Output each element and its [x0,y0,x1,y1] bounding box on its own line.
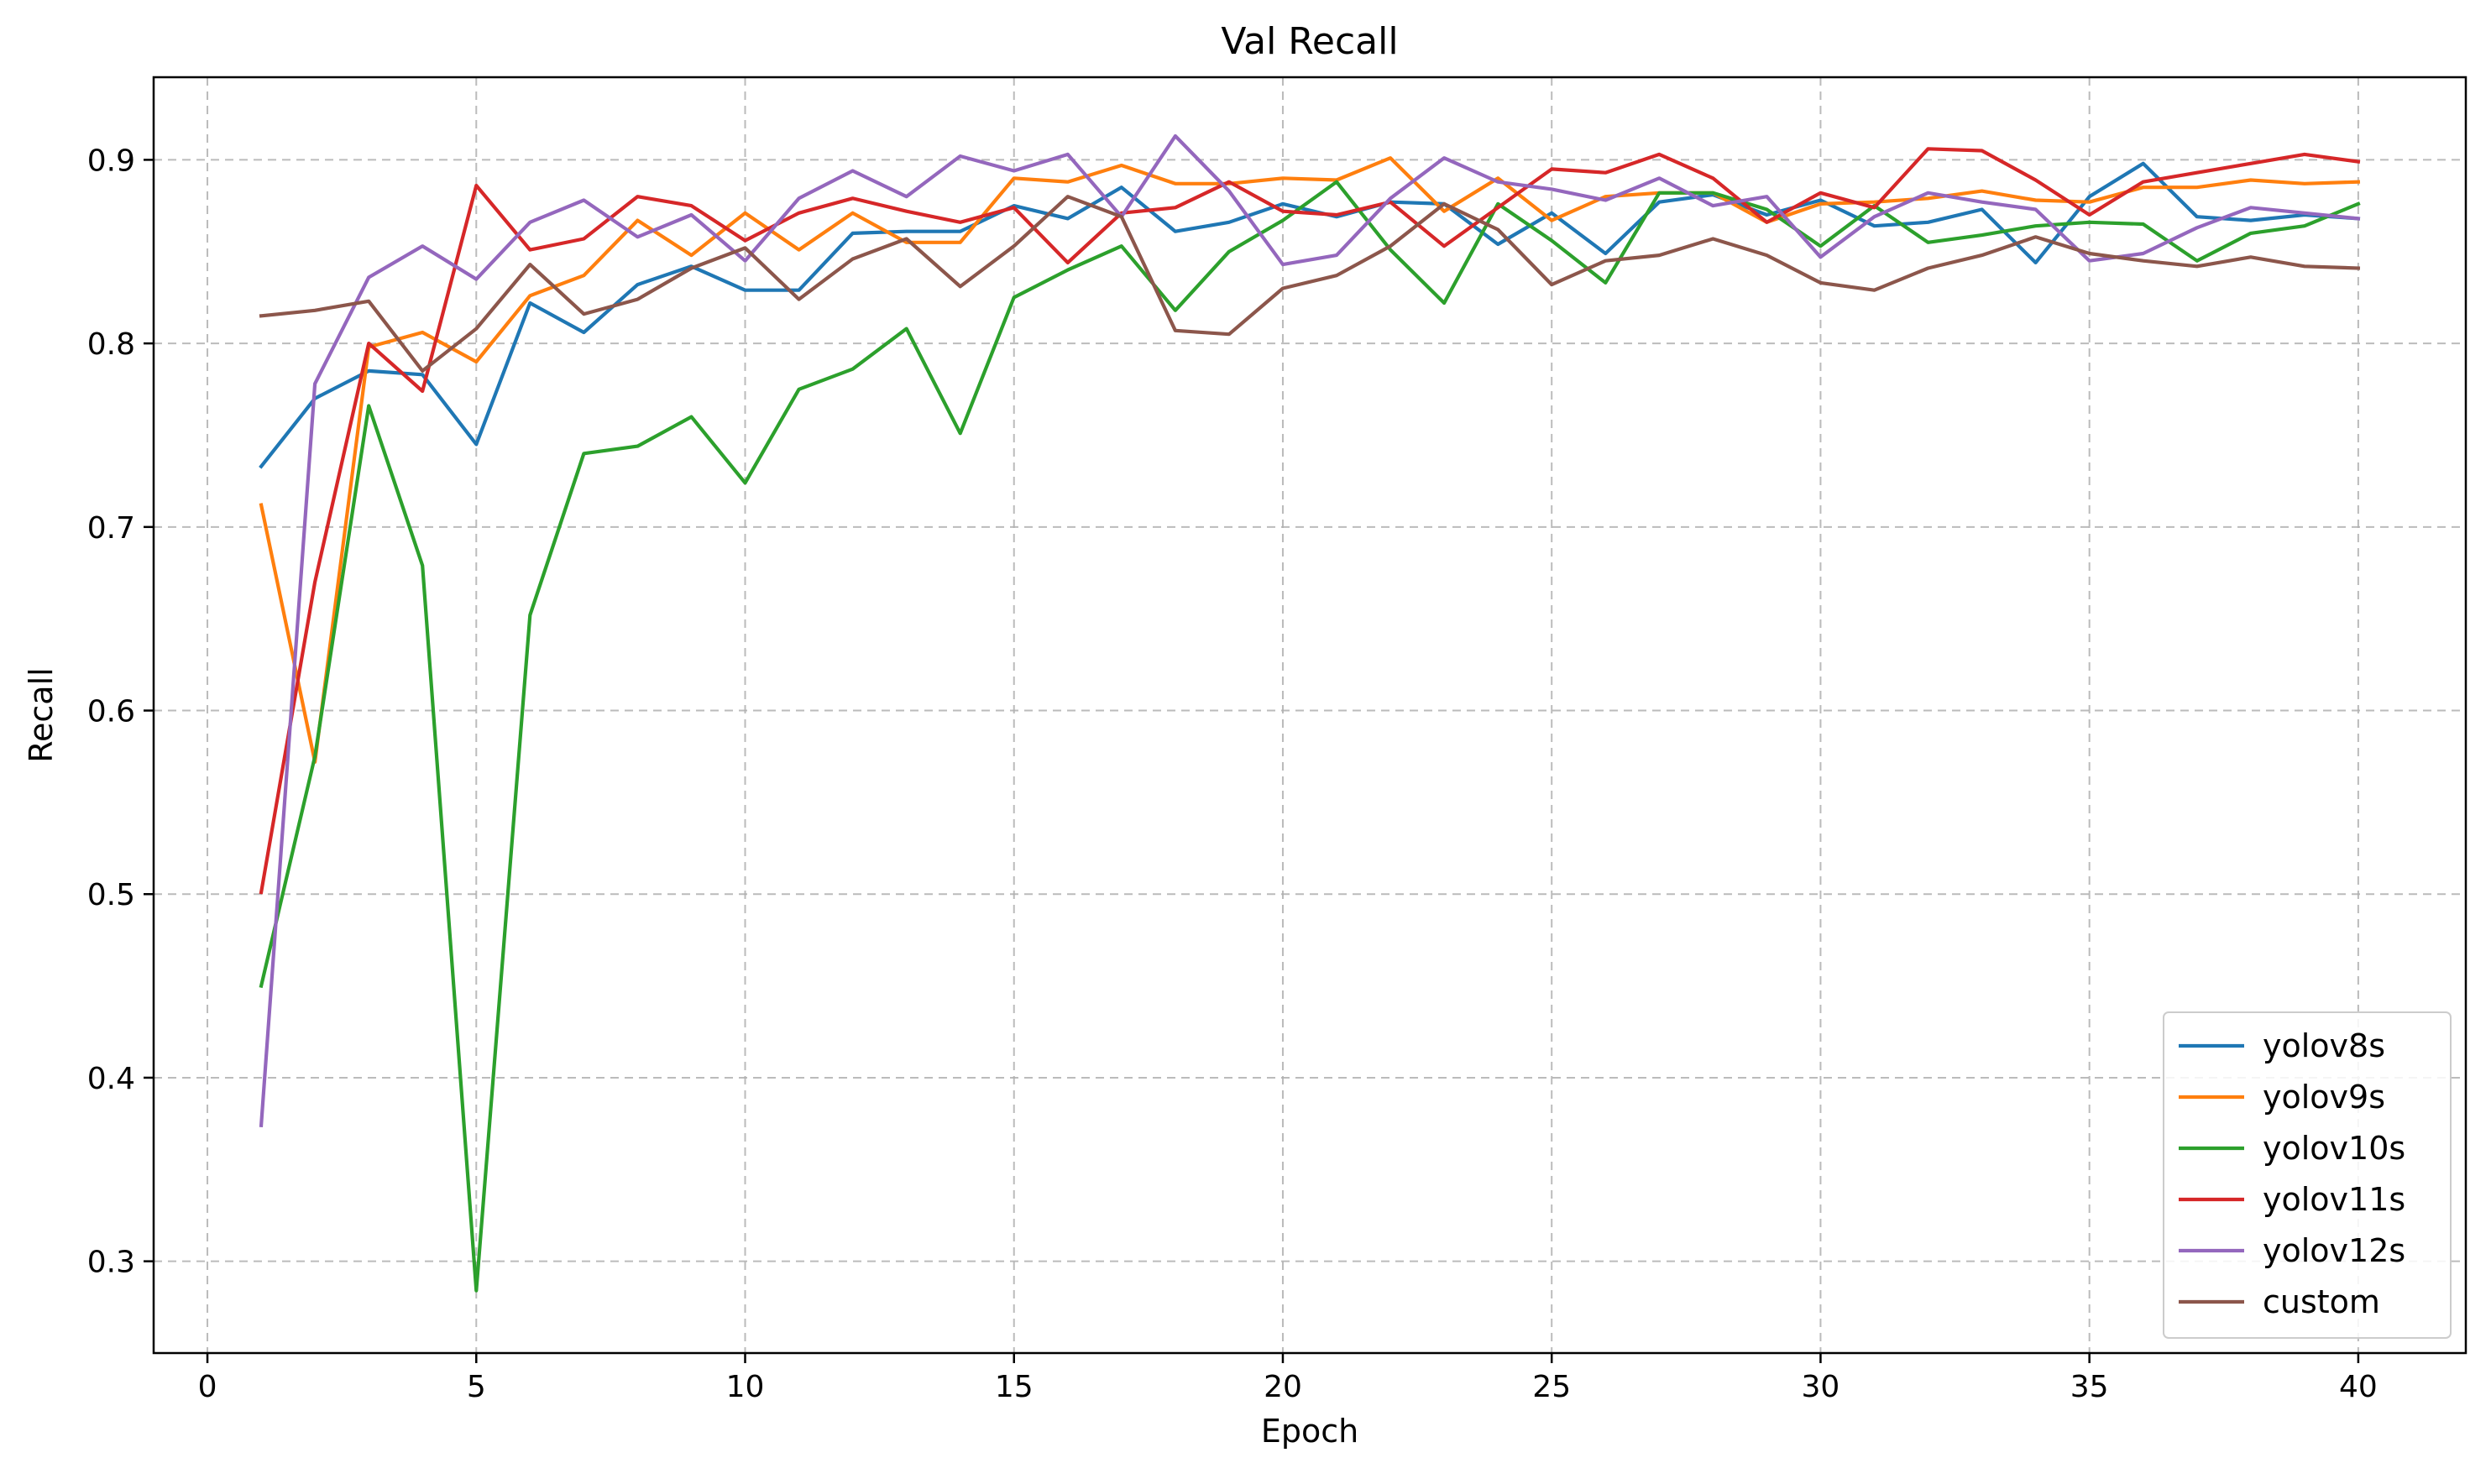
y-tick-label: 0.7 [87,511,135,546]
x-tick-label: 40 [2339,1370,2378,1404]
series-lines [259,133,2361,1293]
y-tick-label: 0.4 [87,1062,135,1096]
y-ticks: 0.3 0.4 0.5 0.6 0.7 0.8 0.9 [87,144,154,1280]
y-tick-label: 0.6 [87,695,135,729]
y-tick-label: 0.3 [87,1246,135,1280]
y-tick-label: 0.9 [87,144,135,178]
legend-label-yolov10s: yolov10s [2263,1130,2405,1167]
x-tick-label: 15 [995,1370,1034,1404]
x-tick-label: 35 [2070,1370,2109,1404]
x-tick-label: 20 [1264,1370,1302,1404]
x-tick-label: 30 [1802,1370,1840,1404]
y-axis-label: Recall [23,667,60,762]
series-line-custom [259,195,2361,373]
series-line-yolov12s [259,133,2361,1128]
x-tick-label: 10 [726,1370,765,1404]
series-line-yolov9s [259,156,2361,764]
x-axis-label: Epoch [1261,1413,1358,1450]
x-tick-label: 5 [467,1370,486,1404]
y-tick-label: 0.5 [87,878,135,912]
series-line-yolov8s [259,161,2361,469]
legend-label-yolov12s: yolov12s [2263,1232,2405,1269]
chart-title: Val Recall [1221,20,1398,63]
legend: yolov8s yolov9s yolov10s yolov11s yolov12s cu… [2163,1011,2452,1339]
x-ticks: 0 5 10 15 20 25 30 35 40 [198,1353,2378,1404]
legend-box [2163,1011,2452,1339]
plot-frame [152,76,2467,1355]
series-line-yolov10s [259,180,2361,1293]
legend-label-yolov9s: yolov9s [2263,1079,2385,1116]
y-tick-label: 0.8 [87,327,135,362]
legend-label-yolov8s: yolov8s [2263,1027,2385,1064]
x-tick-label: 0 [198,1370,217,1404]
legend-label-custom: custom [2263,1283,2380,1320]
legend-label-yolov11s: yolov11s [2263,1181,2405,1218]
grid [154,77,2466,1353]
x-tick-label: 25 [1532,1370,1571,1404]
